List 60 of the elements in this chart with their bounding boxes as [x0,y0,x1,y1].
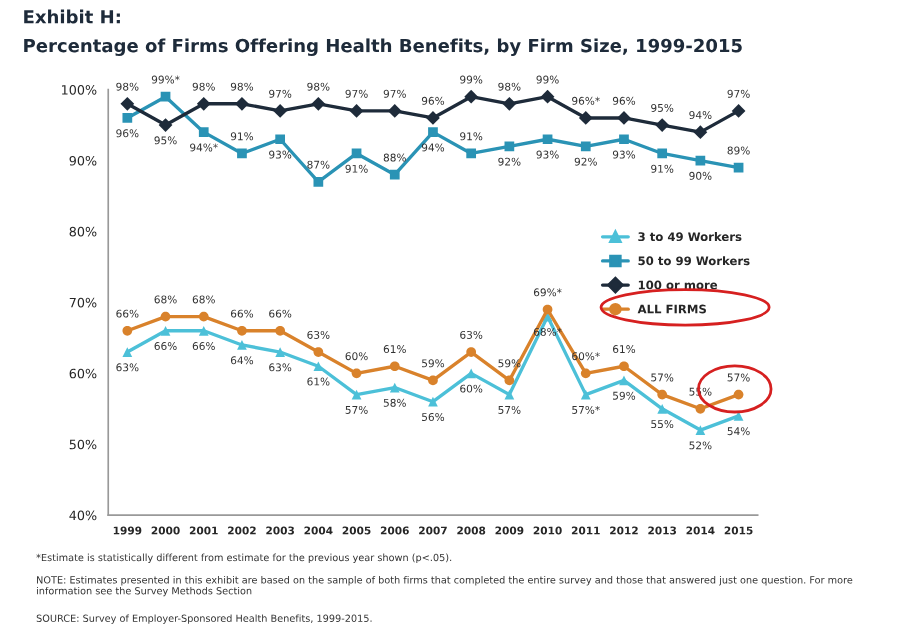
point [466,347,477,357]
point [237,325,247,336]
point [198,311,209,322]
point [542,134,553,145]
point [122,347,133,357]
point [731,104,746,118]
point [237,148,247,159]
point [122,325,133,336]
point [695,425,706,435]
point [693,125,708,140]
point [580,368,591,379]
point [122,113,133,123]
chart-title: Exhibit H: [24,9,120,24]
point [198,325,209,336]
point [389,361,400,372]
point [428,375,438,386]
point [160,311,171,322]
point [120,96,135,111]
point [542,304,553,315]
point [313,176,324,187]
point [466,368,477,379]
point [466,148,477,159]
chart-subtitle: Percentage of Firms Offering Health Benefits, by Firm Size, 1999-2015 [24,38,742,57]
point [237,340,247,350]
point [657,148,668,159]
point [273,104,288,118]
point [196,96,211,111]
point [733,389,744,400]
point [387,104,402,118]
point [313,347,324,357]
point [464,89,479,104]
point [235,96,249,111]
point [504,141,515,152]
point [311,96,326,111]
point [655,118,670,132]
point [540,89,555,104]
point [351,368,362,379]
point [428,396,438,407]
point [657,403,668,414]
point [695,403,706,414]
point [578,111,593,125]
point [580,141,591,152]
point [275,134,286,145]
point [389,382,400,393]
point [389,169,400,180]
point [160,325,171,336]
point [428,127,438,138]
point [619,361,629,372]
point [349,104,364,118]
point [619,134,629,145]
point [504,375,515,386]
point [580,389,591,400]
point [502,96,517,111]
point [275,325,286,336]
point [158,118,173,132]
point [657,389,668,400]
point [198,127,209,138]
point [160,91,171,102]
point [275,347,286,357]
point [504,389,515,400]
